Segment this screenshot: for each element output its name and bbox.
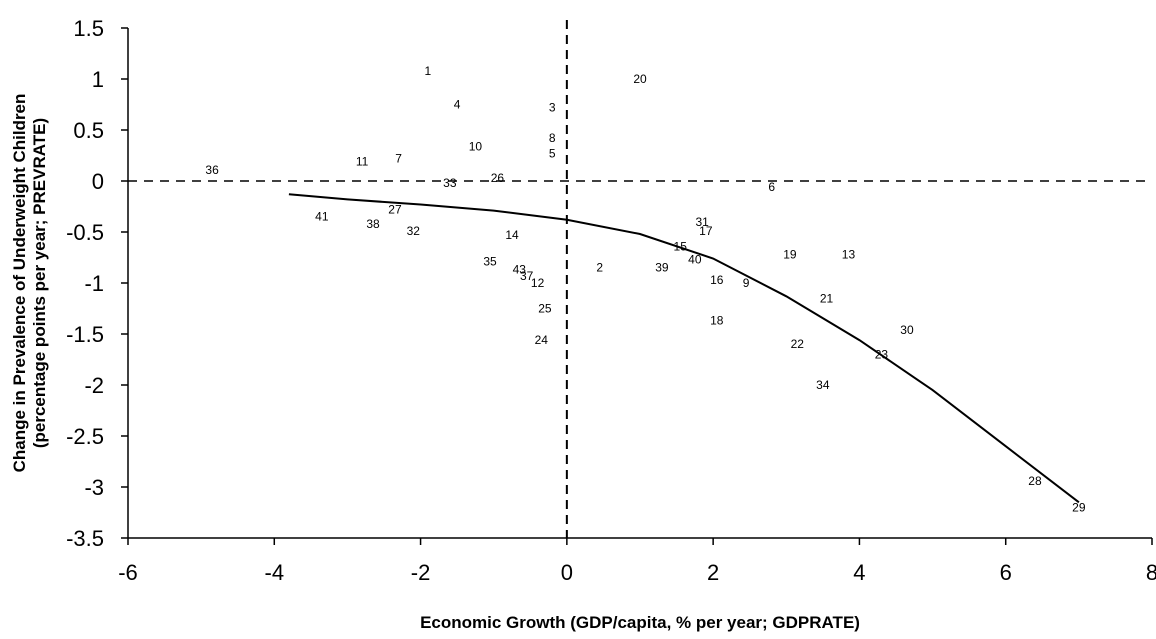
y-tick-label: -1 [84, 271, 104, 296]
data-point: 10 [469, 139, 483, 153]
data-point: 13 [842, 247, 856, 261]
data-point: 5 [549, 146, 556, 160]
y-tick-label: -2.5 [66, 424, 104, 449]
x-tick-label: 4 [853, 560, 865, 585]
y-axis-title: Change in Prevalence of Underweight Chil… [10, 94, 29, 473]
y-tick-label: 1.5 [73, 16, 104, 41]
data-point: 35 [483, 255, 497, 269]
x-tick-label: 2 [707, 560, 719, 585]
x-tick-label: 0 [561, 560, 573, 585]
data-point: 24 [535, 333, 549, 347]
data-point: 40 [688, 253, 702, 267]
y-tick-label: 0.5 [73, 118, 104, 143]
y-axis-title-line2: (percentage points per year; PREVRATE) [30, 118, 49, 448]
data-point: 14 [505, 228, 519, 242]
curve-group [288, 193, 1080, 504]
y-tick-label: 0 [92, 169, 104, 194]
data-point: 37 [520, 269, 534, 283]
data-point: 18 [710, 314, 724, 328]
y-tick-label: -0.5 [66, 220, 104, 245]
data-point: 20 [633, 72, 647, 86]
y-tick-label: 1 [92, 67, 104, 92]
data-point: 39 [655, 261, 669, 275]
data-point: 29 [1072, 500, 1086, 514]
y-tick-label: -1.5 [66, 322, 104, 347]
x-tick-label: 6 [1000, 560, 1012, 585]
data-point: 27 [388, 203, 402, 217]
x-axis-title: Economic Growth (GDP/capita, % per year;… [420, 613, 860, 632]
data-point: 43 [513, 263, 527, 277]
data-point: 6 [768, 180, 775, 194]
data-point: 9 [743, 276, 750, 290]
axes-group: 1.510.50-0.5-1-1.5-2-2.5-3-3.5-6 -4 -2 0 2 4 6… [66, 16, 1156, 585]
y-tick-label: -3.5 [66, 526, 104, 551]
data-point: 28 [1028, 474, 1042, 488]
data-point: 22 [791, 337, 805, 351]
x-tick-label: 8 [1146, 560, 1156, 585]
data-point: 38 [366, 217, 380, 231]
y-tick-label: -3 [84, 475, 104, 500]
data-point: 41 [315, 210, 329, 224]
data-point: 16 [710, 273, 724, 287]
data-point: 4 [454, 98, 461, 112]
data-point: 7 [395, 152, 402, 166]
data-point: 21 [820, 291, 834, 305]
data-point: 11 [356, 155, 369, 169]
data-point: 17 [699, 224, 713, 238]
x-tick-label: -4 [265, 560, 285, 585]
data-point: 3 [549, 101, 556, 115]
x-tick-label: -2 [411, 560, 431, 585]
y-tick-label: -2 [84, 373, 104, 398]
data-point: 33 [443, 176, 457, 190]
x-tick-label: -6 [118, 560, 138, 585]
data-point: 1 [425, 64, 432, 78]
data-point: 25 [538, 302, 552, 316]
data-point: 26 [491, 171, 505, 185]
axis-titles-group: Economic Growth (GDP/capita, % per year;… [10, 94, 860, 632]
data-point: 32 [407, 224, 421, 238]
data-point: 2 [596, 261, 603, 275]
data-point: 19 [783, 247, 797, 261]
data-point: 15 [674, 239, 688, 253]
data-point: 23 [875, 347, 889, 361]
data-point: 36 [205, 163, 219, 177]
fitted-curve [288, 193, 1080, 504]
data-point: 12 [531, 276, 545, 290]
data-point: 8 [549, 131, 556, 145]
data-point: 30 [900, 323, 914, 337]
data-point: 31 [695, 215, 709, 229]
data-point: 34 [816, 378, 830, 392]
